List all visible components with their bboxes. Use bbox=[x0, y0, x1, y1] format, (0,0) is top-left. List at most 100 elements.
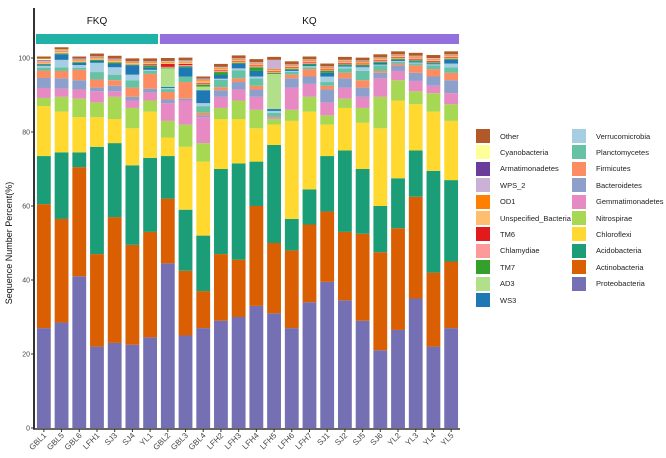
bar-segment-actinobacteria-gbl5 bbox=[54, 218, 69, 323]
bar-segment-unspecified_bacteria-gbl6 bbox=[72, 60, 87, 62]
bar-segment-other-lfh6 bbox=[284, 61, 299, 65]
bar-segment-planctomycetes-gbl3 bbox=[178, 76, 193, 83]
bar-segment-verrucomicrobia-sj6 bbox=[373, 64, 388, 66]
bar-segment-verrucomicrobia-gbl6 bbox=[72, 65, 87, 68]
bar-segment-od1-yl4 bbox=[426, 59, 441, 60]
bar-segment-actinobacteria-gbl2 bbox=[160, 198, 175, 264]
bar-segment-planctomycetes-gbl1 bbox=[36, 67, 51, 71]
bar-segment-tm7-gbl4 bbox=[196, 84, 211, 87]
bar-segment-verrucomicrobia-sj1 bbox=[320, 76, 335, 83]
bar-segment-od1-yl5 bbox=[444, 55, 459, 57]
bar-segment-ad3-gbl2 bbox=[160, 68, 175, 87]
bar-segment-ws3-sj4 bbox=[125, 65, 140, 75]
x-tick-label: GBL5 bbox=[45, 431, 66, 452]
bar-segment-verrucomicrobia-lfh5 bbox=[267, 110, 281, 113]
bar-segment-planctomycetes-sj2 bbox=[337, 68, 352, 73]
bar-segment-chloroflexi-yl1 bbox=[143, 111, 158, 158]
bar-segment-gemmatimonadetes-lfh3 bbox=[231, 89, 246, 101]
bar-segment-proteobacteria-sj6 bbox=[373, 350, 388, 428]
bar-segment-od1-lfh6 bbox=[284, 65, 299, 67]
bar-segment-chlamydiae-lfh3 bbox=[231, 62, 246, 63]
bar-segment-unspecified_bacteria-gbl4 bbox=[196, 81, 211, 83]
bar-segment-ws3-lfh4 bbox=[249, 70, 264, 77]
bar-segment-gemmatimonadetes-sj3 bbox=[107, 91, 122, 97]
bar-segment-ws3-yl1 bbox=[143, 67, 158, 70]
bar-segment-chloroflexi-lfh2 bbox=[214, 119, 228, 169]
x-tick-label: SJ2 bbox=[333, 431, 350, 448]
legend-swatch bbox=[572, 211, 586, 225]
bar-segment-chlamydiae-yl1 bbox=[143, 64, 158, 66]
bar-segment-wps_2-lfh5 bbox=[267, 60, 281, 70]
bar-segment-firmicutes-gbl1 bbox=[36, 70, 51, 78]
bar-segment-planctomycetes-lfh6 bbox=[284, 71, 299, 75]
bar-segment-actinobacteria-yl3 bbox=[408, 196, 423, 299]
x-tick-label: LFH4 bbox=[241, 431, 262, 452]
bar-segment-gemmatimonadetes-gbl1 bbox=[36, 87, 51, 98]
bar-segment-od1-lfh3 bbox=[231, 59, 246, 61]
bar-segment-verrucomicrobia-lfh7 bbox=[302, 66, 317, 68]
bar-segment-acidobacteria-gbl5 bbox=[54, 152, 69, 219]
bar-segment-od1-sj1 bbox=[320, 67, 335, 69]
bar-segment-unspecified_bacteria-gbl1 bbox=[36, 62, 51, 64]
bar-segment-firmicutes-lfh6 bbox=[284, 74, 299, 79]
bar-segment-nitrospirae-yl3 bbox=[408, 91, 423, 105]
bar-segment-actinobacteria-sj4 bbox=[125, 244, 140, 345]
bar-segment-chloroflexi-sj4 bbox=[125, 128, 140, 166]
bar-segment-unspecified_bacteria-lfh5 bbox=[267, 70, 281, 72]
bar-segment-acidobacteria-gbl6 bbox=[72, 152, 87, 168]
bar-segment-actinobacteria-yl2 bbox=[391, 228, 405, 330]
legend-item-acidobacteria: Acidobacteria bbox=[572, 243, 641, 259]
bar-segment-od1-gbl6 bbox=[72, 59, 87, 61]
bar-segment-firmicutes-sj5 bbox=[355, 80, 370, 88]
legend-swatch bbox=[572, 243, 586, 258]
x-tick-label: YL3 bbox=[404, 431, 421, 448]
bar-segment-acidobacteria-sj6 bbox=[373, 206, 388, 253]
bar-segment-acidobacteria-lfh6 bbox=[284, 218, 299, 251]
bar-segment-unspecified_bacteria-sj1 bbox=[320, 68, 335, 70]
legend-swatch bbox=[476, 293, 490, 307]
bar-segment-other-lfh5 bbox=[267, 56, 281, 60]
bar-segment-chlamydiae-sj5 bbox=[355, 64, 370, 66]
bar-segment-tm7-gbl2 bbox=[160, 67, 175, 69]
legend-label: Actinobacteria bbox=[596, 262, 644, 272]
bar-segment-verrucomicrobia-yl2 bbox=[391, 60, 405, 62]
bar-segment-firmicutes-lfh5 bbox=[267, 116, 281, 118]
bar-segment-chloroflexi-gbl6 bbox=[72, 117, 87, 153]
bar-segment-chloroflexi-lfh6 bbox=[284, 120, 299, 219]
bar-segment-nitrospirae-gbl3 bbox=[178, 124, 193, 147]
bar-segment-unspecified_bacteria-lfh4 bbox=[249, 64, 264, 66]
bar-segment-tm7-sj6 bbox=[373, 61, 388, 63]
bar-segment-bacteroidetes-lfh3 bbox=[231, 82, 246, 90]
legend-item-chlamydiae: Chlamydiae bbox=[476, 243, 540, 259]
bar-segment-od1-yl2 bbox=[391, 55, 405, 57]
bar-segment-acidobacteria-lfh1 bbox=[90, 146, 104, 255]
bar-segment-actinobacteria-sj6 bbox=[373, 252, 388, 351]
bar-segment-gemmatimonadetes-yl3 bbox=[408, 80, 423, 92]
bar-segment-tm6-yl4 bbox=[426, 60, 441, 62]
bar-segment-od1-gbl2 bbox=[160, 62, 175, 63]
bar-segment-gemmatimonadetes-lfh7 bbox=[302, 83, 317, 97]
x-tick-label: GBL3 bbox=[169, 431, 190, 452]
bar-segment-ws3-yl5 bbox=[444, 59, 459, 64]
bar-segment-ws3-gbl2 bbox=[160, 86, 175, 88]
legend-item-verrucomicrobia: Verrucomicrobia bbox=[572, 128, 650, 144]
bar-segment-verrucomicrobia-yl3 bbox=[408, 62, 423, 64]
bar-segment-gemmatimonadetes-gbl6 bbox=[72, 89, 87, 99]
bar-segment-chloroflexi-yl3 bbox=[408, 104, 423, 151]
bar-segment-tm7-gbl6 bbox=[72, 62, 87, 63]
bar-segment-chloroflexi-sj5 bbox=[355, 122, 370, 169]
bar-segment-ws3-sj6 bbox=[373, 62, 388, 65]
legend-label: WS3 bbox=[500, 295, 517, 305]
bar-segment-nitrospirae-sj3 bbox=[107, 96, 122, 120]
bar-segment-unspecified_bacteria-yl4 bbox=[426, 59, 441, 61]
group-label-kq: KQ bbox=[302, 16, 317, 27]
bar-segment-verrucomicrobia-lfh6 bbox=[284, 70, 299, 72]
bar-segment-proteobacteria-lfh5 bbox=[267, 313, 281, 428]
bar-segment-ad3-lfh5 bbox=[267, 73, 281, 110]
bar-segment-chloroflexi-sj2 bbox=[337, 107, 352, 151]
bar-segment-tm7-yl4 bbox=[426, 62, 441, 64]
bar-segment-ws3-gbl5 bbox=[54, 54, 69, 60]
bar-segment-proteobacteria-sj1 bbox=[320, 281, 335, 428]
bar-segment-bacteroidetes-gbl4 bbox=[196, 115, 211, 118]
bar-segment-chlamydiae-gbl5 bbox=[54, 52, 69, 54]
